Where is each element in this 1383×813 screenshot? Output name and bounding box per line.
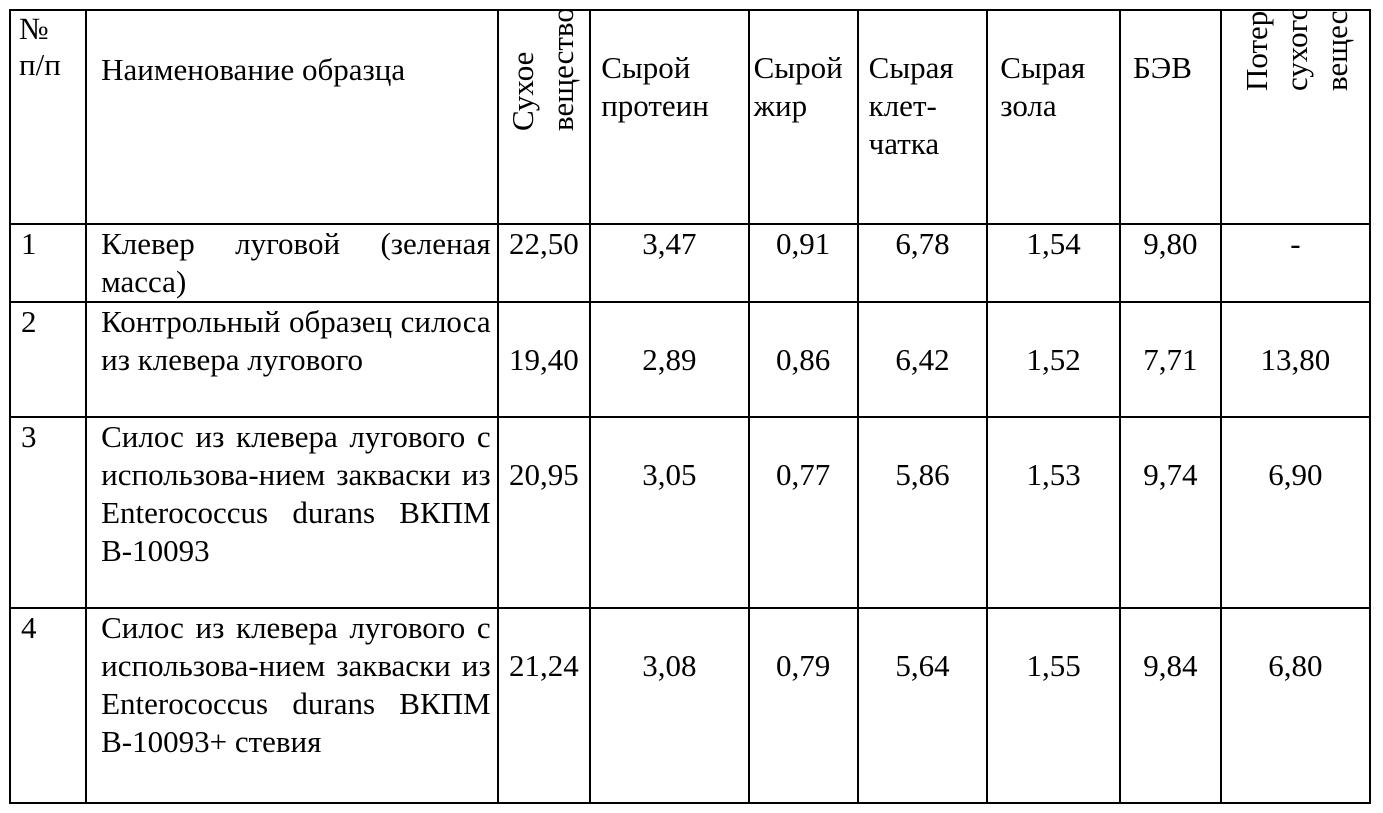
row-crude-fiber: 6,78 <box>858 224 988 302</box>
row-bev: 9,84 <box>1120 608 1221 803</box>
row-bev: 7,71 <box>1120 302 1221 417</box>
row-crude-protein: 2,89 <box>590 302 748 417</box>
row-sample-name: Клевер луговой (зеленая масса) <box>86 224 497 302</box>
table-row: 4 Силос из клевера лугового с использова… <box>10 608 1370 803</box>
row-crude-fiber: 5,86 <box>858 417 988 608</box>
row-sample-name: Силос из клевера лугового с использова-н… <box>86 417 497 608</box>
row-crude-ash: 1,55 <box>987 608 1120 803</box>
table-row: 2 Контрольный образец силоса из клевера … <box>10 302 1370 417</box>
row-dry-matter: 20,95 <box>498 417 591 608</box>
row-loss: 6,80 <box>1221 608 1370 803</box>
row-crude-fat: 0,86 <box>749 302 858 417</box>
row-dry-matter: 21,24 <box>498 608 591 803</box>
header-dry-matter-line2: вещество <box>543 10 583 131</box>
header-name: Наименование образца <box>86 10 497 224</box>
header-crude-fiber: Сырая клет- чатка <box>858 10 988 224</box>
row-num: 1 <box>10 224 86 302</box>
header-num: № п/п <box>10 10 86 224</box>
composition-table: № п/п Наименование образца Сухое веществ… <box>9 9 1371 804</box>
row-crude-fat: 0,77 <box>749 417 858 608</box>
header-crude-protein: Сырой протеин <box>590 10 748 224</box>
row-loss: 6,90 <box>1221 417 1370 608</box>
header-num-line1: № <box>19 11 85 47</box>
row-bev: 9,74 <box>1120 417 1221 608</box>
header-crude-ash-line1: Сырая <box>1000 49 1119 87</box>
row-num: 4 <box>10 608 86 803</box>
row-crude-protein: 3,05 <box>590 417 748 608</box>
header-dry-matter-line1: Сухое <box>503 10 543 131</box>
row-crude-fiber: 5,64 <box>858 608 988 803</box>
row-dry-matter: 19,40 <box>498 302 591 417</box>
header-crude-fat: Сырой жир <box>749 10 858 224</box>
header-crude-fat-line1: Сырой <box>754 49 857 87</box>
row-num: 3 <box>10 417 86 608</box>
header-crude-fiber-line1: Сырая <box>869 49 987 87</box>
header-crude-fiber-line3: чатка <box>869 125 987 163</box>
row-crude-protein: 3,08 <box>590 608 748 803</box>
table-row: 3 Силос из клевера лугового с использова… <box>10 417 1370 608</box>
header-loss: Потери сухого вещества, % <box>1221 10 1370 224</box>
header-num-line2: п/п <box>19 47 85 83</box>
row-crude-ash: 1,54 <box>987 224 1120 302</box>
row-crude-protein: 3,47 <box>590 224 748 302</box>
row-crude-ash: 1,53 <box>987 417 1120 608</box>
header-crude-ash-line2: зола <box>1000 87 1119 125</box>
row-sample-name: Контрольный образец силоса из клевера лу… <box>86 302 497 417</box>
row-loss: 13,80 <box>1221 302 1370 417</box>
header-bev-label: БЭВ <box>1133 50 1192 85</box>
row-bev: 9,80 <box>1120 224 1221 302</box>
row-dry-matter: 22,50 <box>498 224 591 302</box>
header-dry-matter: Сухое вещество <box>498 10 591 224</box>
header-bev: БЭВ <box>1120 10 1221 224</box>
row-sample-name: Силос из клевера лугового с использова-н… <box>86 608 497 803</box>
row-crude-ash: 1,52 <box>987 302 1120 417</box>
header-row: № п/п Наименование образца Сухое веществ… <box>10 10 1370 224</box>
header-crude-protein-line2: протеин <box>601 87 747 125</box>
header-crude-ash: Сырая зола <box>987 10 1120 224</box>
header-crude-fat-line2: жир <box>754 87 857 125</box>
row-crude-fat: 0,91 <box>749 224 858 302</box>
header-crude-fiber-line2: клет- <box>869 87 987 125</box>
row-crude-fiber: 6,42 <box>858 302 988 417</box>
table-row: 1 Клевер луговой (зеленая масса) 22,50 3… <box>10 224 1370 302</box>
header-crude-protein-line1: Сырой <box>601 49 747 87</box>
header-name-label: Наименование образца <box>101 52 405 87</box>
row-loss: - <box>1221 224 1370 302</box>
header-loss-line3: вещества, % <box>1317 10 1357 91</box>
header-loss-line2: сухого <box>1277 10 1317 91</box>
row-crude-fat: 0,79 <box>749 608 858 803</box>
header-loss-line1: Потери <box>1237 10 1277 91</box>
row-num: 2 <box>10 302 86 417</box>
